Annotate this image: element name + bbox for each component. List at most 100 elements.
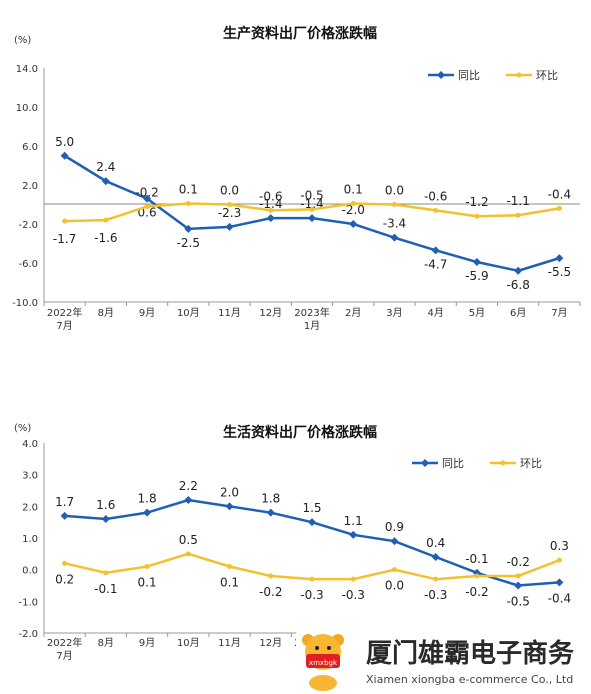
data-point-环比 bbox=[350, 201, 356, 207]
x-tick-label: 3月 bbox=[386, 307, 402, 319]
watermark: xmxbgk 厦门雄霸电子商务 Xiamen xiongba e-commerc… bbox=[296, 626, 591, 694]
data-point-同比 bbox=[390, 537, 399, 546]
data-point-同比 bbox=[184, 496, 193, 504]
x-tick-label-line: 1月 bbox=[304, 320, 320, 332]
y-tick-label: -2.0 bbox=[18, 629, 38, 640]
legend-marker bbox=[516, 72, 522, 78]
data-point-环比 bbox=[433, 576, 439, 582]
data-point-同比 bbox=[555, 254, 564, 263]
data-label-同比: -2.5 bbox=[177, 236, 200, 250]
data-point-同比 bbox=[308, 214, 316, 223]
data-point-同比 bbox=[349, 530, 358, 539]
data-label-同比: 1.8 bbox=[261, 492, 280, 506]
x-tick-label-line: 7月 bbox=[551, 307, 567, 319]
data-point-环比 bbox=[62, 218, 68, 224]
x-tick-label: 8月 bbox=[98, 637, 114, 649]
data-point-环比 bbox=[185, 551, 191, 557]
data-point-同比 bbox=[143, 194, 152, 203]
data-label-同比: 5.0 bbox=[55, 135, 74, 149]
data-point-同比 bbox=[308, 518, 316, 527]
x-tick-label: 2月 bbox=[345, 307, 361, 319]
x-tick-label-line: 2023年 bbox=[294, 306, 329, 319]
data-point-环比 bbox=[391, 202, 397, 207]
data-label-环比: -0.1 bbox=[94, 582, 117, 596]
y-tick-label: -6.0 bbox=[18, 259, 38, 270]
x-tick-label: 12月 bbox=[259, 637, 282, 649]
data-label-环比: -0.3 bbox=[424, 588, 447, 602]
legend-marker bbox=[500, 460, 506, 466]
data-point-环比 bbox=[556, 205, 562, 211]
x-tick-label-line: 2022年 bbox=[47, 306, 82, 319]
data-label-环比: -0.2 bbox=[465, 585, 488, 599]
data-label-环比: 0.0 bbox=[220, 184, 239, 198]
y-tick-label: 4.0 bbox=[22, 439, 38, 450]
y-tick-label: 10.0 bbox=[16, 103, 38, 114]
data-label-环比: -0.2 bbox=[135, 185, 158, 199]
x-tick-label: 6月 bbox=[510, 307, 526, 319]
x-tick-label-line: 3月 bbox=[386, 307, 402, 319]
data-label-同比: -1.4 bbox=[259, 197, 282, 211]
y-axis-unit: (%) bbox=[14, 423, 31, 434]
data-point-同比 bbox=[184, 224, 193, 233]
data-point-环比 bbox=[103, 217, 109, 223]
data-label-同比: 2.4 bbox=[96, 160, 115, 174]
data-point-环比 bbox=[474, 573, 480, 579]
data-label-环比: 0.1 bbox=[179, 183, 198, 197]
x-tick-label-line: 10月 bbox=[177, 307, 200, 319]
data-label-环比: 0.3 bbox=[550, 539, 569, 553]
data-point-环比 bbox=[556, 557, 562, 563]
data-point-环比 bbox=[350, 576, 356, 582]
data-label-同比: -3.4 bbox=[383, 217, 406, 231]
x-tick-label-line: 11月 bbox=[218, 307, 241, 319]
data-point-同比 bbox=[431, 246, 440, 255]
data-label-同比: -4.7 bbox=[424, 257, 447, 271]
x-tick-label-line: 10月 bbox=[177, 637, 200, 649]
x-tick-label: 2022年 7月 bbox=[47, 636, 82, 662]
watermark-company-cn: 厦门雄霸电子商务 bbox=[366, 638, 574, 669]
y-tick-label: 3.0 bbox=[22, 471, 38, 482]
data-point-同比 bbox=[514, 266, 523, 275]
data-label-环比: 0.1 bbox=[138, 576, 157, 590]
x-tick-label: 7月 bbox=[551, 307, 567, 319]
data-point-环比 bbox=[144, 564, 150, 569]
data-label-同比: -0.5 bbox=[506, 595, 529, 609]
x-tick-label-line: 7月 bbox=[56, 320, 72, 332]
watermark-backdrop bbox=[296, 626, 591, 694]
data-label-环比: -1.1 bbox=[506, 194, 529, 208]
data-point-同比 bbox=[266, 508, 275, 517]
x-tick-label: 4月 bbox=[428, 307, 444, 319]
data-point-环比 bbox=[515, 573, 521, 579]
y-tick-label: 2.0 bbox=[22, 502, 38, 513]
data-label-环比: -1.6 bbox=[94, 231, 117, 245]
x-tick-label-line: 7月 bbox=[56, 650, 72, 662]
data-label-同比: -5.5 bbox=[548, 265, 571, 279]
y-tick-label: 0.0 bbox=[22, 566, 38, 577]
data-label-同比: -6.8 bbox=[506, 278, 529, 292]
data-point-环比 bbox=[309, 206, 315, 212]
y-tick-label: 2.0 bbox=[22, 181, 38, 192]
x-tick-label: 12月 bbox=[259, 307, 282, 319]
data-label-环比: -0.2 bbox=[259, 585, 282, 599]
data-point-环比 bbox=[268, 207, 274, 213]
data-point-环比 bbox=[309, 576, 315, 582]
data-point-同比 bbox=[472, 258, 481, 267]
data-label-同比: 2.0 bbox=[220, 485, 239, 499]
data-point-同比 bbox=[431, 553, 440, 561]
data-label-同比: -0.1 bbox=[465, 552, 488, 566]
data-label-同比: 1.5 bbox=[302, 501, 321, 515]
data-label-环比: -1.2 bbox=[465, 195, 488, 209]
x-tick-label-line: 8月 bbox=[98, 637, 114, 649]
data-point-同比 bbox=[225, 222, 234, 231]
y-tick-label: -2.0 bbox=[18, 220, 38, 231]
data-label-环比: -0.6 bbox=[259, 189, 282, 203]
y-axis-unit: (%) bbox=[14, 35, 31, 46]
y-tick-label: 14.0 bbox=[16, 64, 38, 75]
chart-title: 生产资料出厂价格涨跌幅 bbox=[223, 25, 377, 42]
x-tick-label-line: 8月 bbox=[98, 307, 114, 319]
data-point-同比 bbox=[390, 233, 399, 242]
legend-label: 环比 bbox=[536, 69, 558, 82]
data-point-环比 bbox=[62, 560, 68, 566]
data-label-同比: 1.8 bbox=[138, 492, 157, 506]
